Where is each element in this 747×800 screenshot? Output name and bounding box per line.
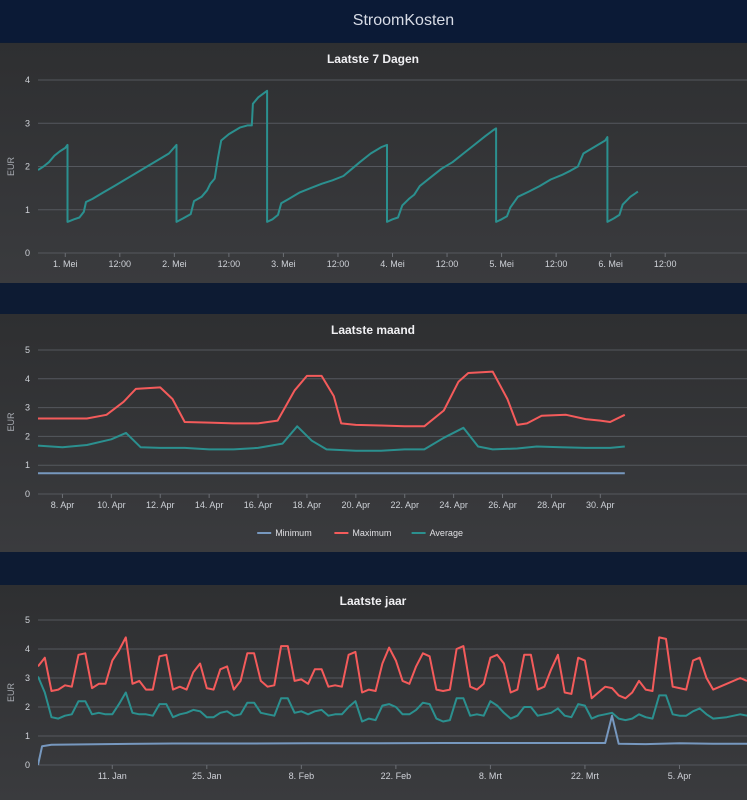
x-tick-label: 12:00 bbox=[218, 259, 241, 269]
x-tick-label: 12:00 bbox=[109, 259, 132, 269]
x-tick-label: 12:00 bbox=[545, 259, 568, 269]
app-title: StroomKosten bbox=[352, 12, 455, 29]
x-tick-label: 12:00 bbox=[327, 259, 350, 269]
x-tick-label: 22. Mrt bbox=[571, 771, 600, 781]
y-tick-label: 3 bbox=[25, 118, 30, 128]
x-tick-label: 3. Mei bbox=[271, 259, 296, 269]
x-tick-label: 8. Mrt bbox=[479, 771, 503, 781]
y-tick-label: 5 bbox=[25, 345, 30, 355]
y-tick-label: 0 bbox=[25, 248, 30, 258]
x-tick-label: 24. Apr bbox=[439, 500, 468, 510]
y-tick-label: 0 bbox=[25, 760, 30, 770]
y-tick-label: 1 bbox=[25, 460, 30, 470]
chart-panel-year: Laatste jaar 0 1 2 3 4 5 EUR 11. Jan 25. Jan 8. Fe… bbox=[0, 585, 747, 800]
x-tick-label: 6. Mei bbox=[598, 259, 623, 269]
chart-title: Laatste jaar bbox=[340, 594, 407, 608]
x-tick-label: 5. Apr bbox=[668, 771, 692, 781]
x-tick-label: 30. Apr bbox=[586, 500, 615, 510]
series-line-average bbox=[38, 425, 625, 452]
series-line-maximum bbox=[38, 370, 626, 428]
x-tick-label: 16. Apr bbox=[244, 500, 273, 510]
y-tick-label: 3 bbox=[25, 673, 30, 683]
x-tick-label: 25. Jan bbox=[192, 771, 222, 781]
chart-title: Laatste 7 Dagen bbox=[327, 52, 419, 66]
y-tick-label: 4 bbox=[25, 75, 30, 85]
chart-panel-month: Laatste maand 0 1 2 3 4 5 EUR 8. Apr 10. Apr 12. A… bbox=[0, 314, 747, 552]
y-tick-label: 0 bbox=[25, 489, 30, 499]
x-tick-label: 12:00 bbox=[654, 259, 677, 269]
x-tick-label: 8. Feb bbox=[289, 771, 315, 781]
x-tick-label: 22. Apr bbox=[390, 500, 419, 510]
x-tick-label: 8. Apr bbox=[51, 500, 75, 510]
y-tick-label: 4 bbox=[25, 374, 30, 384]
y-tick-label: 2 bbox=[25, 431, 30, 441]
series-line-minimum bbox=[38, 714, 747, 766]
series-line-average bbox=[38, 676, 747, 723]
x-tick-label: 5. Mei bbox=[489, 259, 514, 269]
x-tick-label: 4. Mei bbox=[380, 259, 405, 269]
y-tick-label: 1 bbox=[25, 205, 30, 215]
chart-title: Laatste maand bbox=[331, 323, 415, 337]
x-tick-label: 22. Feb bbox=[381, 771, 412, 781]
x-tick-label: 18. Apr bbox=[293, 500, 322, 510]
series-line-maximum bbox=[38, 636, 747, 700]
chart-panel-week: Laatste 7 Dagen 0 1 2 3 4 EUR 1. Mei 12:00 2. Mei… bbox=[0, 43, 747, 283]
y-axis-label: EUR bbox=[6, 412, 16, 432]
x-tick-label: 12. Apr bbox=[146, 500, 175, 510]
chart-year: Laatste jaar 0 1 2 3 4 5 EUR 11. Jan 25. Jan 8. Fe… bbox=[6, 594, 747, 781]
x-tick-label: 12:00 bbox=[436, 259, 459, 269]
y-tick-label: 4 bbox=[25, 644, 30, 654]
y-axis-label: EUR bbox=[6, 683, 16, 703]
x-tick-label: 10. Apr bbox=[97, 500, 126, 510]
x-tick-label: 11. Jan bbox=[98, 771, 127, 781]
legend-item[interactable]: Maximum bbox=[352, 528, 391, 538]
y-tick-label: 2 bbox=[25, 162, 30, 172]
chart-month: Laatste maand 0 1 2 3 4 5 EUR 8. Apr 10. Apr 12. A… bbox=[6, 323, 747, 538]
series-line bbox=[38, 89, 639, 223]
app-header: StroomKosten bbox=[0, 0, 747, 42]
x-tick-label: 28. Apr bbox=[537, 500, 566, 510]
y-tick-label: 5 bbox=[25, 615, 30, 625]
y-tick-label: 1 bbox=[25, 731, 30, 741]
y-tick-label: 2 bbox=[25, 702, 30, 712]
y-axis-label: EUR bbox=[6, 157, 16, 177]
x-tick-label: 2. Mei bbox=[162, 259, 187, 269]
x-tick-label: 1. Mei bbox=[53, 259, 78, 269]
x-tick-label: 14. Apr bbox=[195, 500, 224, 510]
y-tick-label: 3 bbox=[25, 403, 30, 413]
legend-item[interactable]: Minimum bbox=[275, 528, 312, 538]
x-tick-label: 26. Apr bbox=[488, 500, 517, 510]
chart-week: Laatste 7 Dagen 0 1 2 3 4 EUR 1. Mei 12:00 2. Mei… bbox=[6, 52, 747, 269]
x-tick-label: 20. Apr bbox=[342, 500, 371, 510]
legend-item[interactable]: Average bbox=[430, 528, 463, 538]
